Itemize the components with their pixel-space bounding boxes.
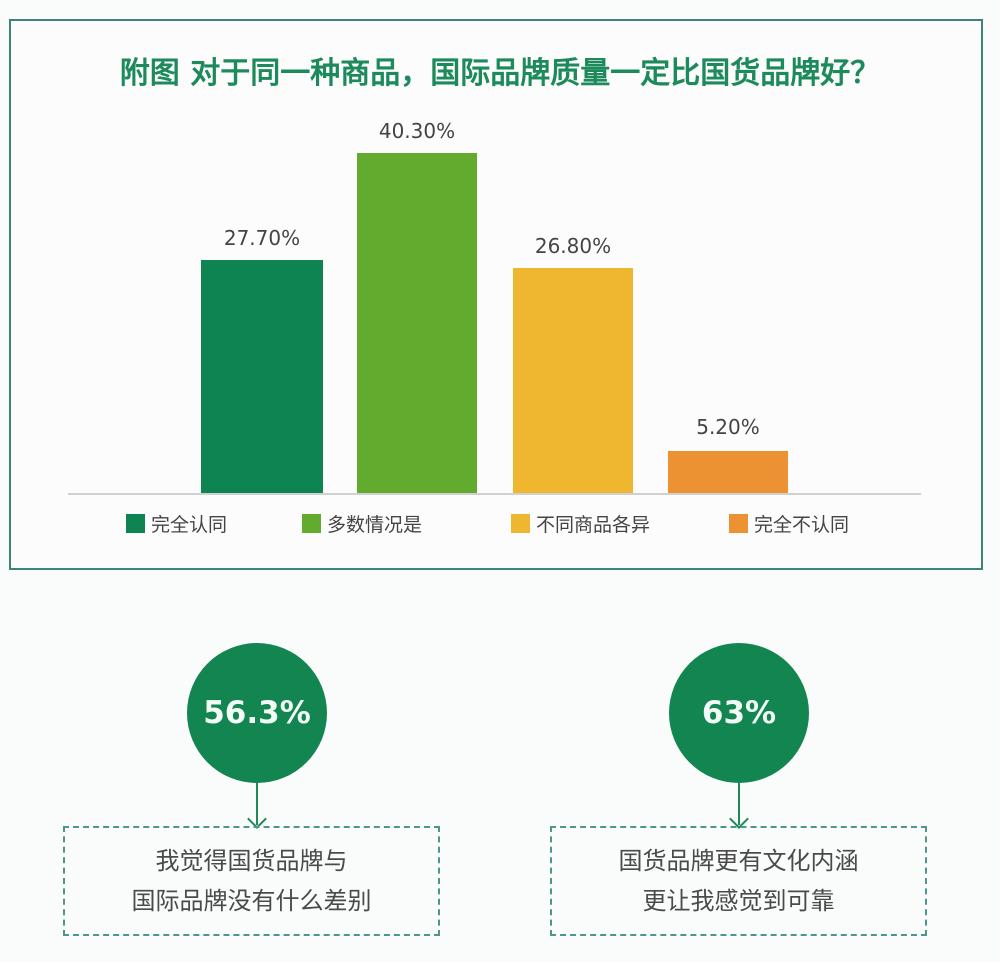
stat-percent: 63%	[701, 695, 777, 731]
legend-label: 完全不认同	[754, 513, 850, 536]
stat-line: 更让我感觉到可靠	[642, 887, 835, 915]
stat-line: 国际品牌没有什么差别	[131, 887, 372, 915]
legend-label: 不同商品各异	[536, 513, 651, 536]
stat-description-box: 国货品牌更有文化内涵 更让我感觉到可靠	[550, 826, 927, 936]
legend-swatch-icon	[126, 513, 145, 533]
legend-label: 完全认同	[151, 513, 228, 536]
stat-circle: 56.3%	[187, 643, 327, 783]
legend-swatch-icon	[729, 513, 748, 533]
stat-line: 我觉得国货品牌与	[155, 847, 348, 875]
legend-item: 不同商品各异	[511, 512, 651, 536]
stat-circle: 63%	[669, 643, 809, 783]
chart-panel	[9, 19, 983, 570]
chart-title: 附图 对于同一种商品，国际品牌质量一定比国货品牌好？	[119, 56, 881, 91]
bar-value-label: 40.30%	[378, 119, 456, 143]
arrow-icon	[738, 783, 740, 825]
bar-fully-disagree	[668, 451, 788, 493]
x-axis	[68, 493, 921, 495]
legend-item: 完全不认同	[729, 512, 850, 536]
legend-label: 多数情况是	[327, 513, 423, 536]
bar-value-label: 26.80%	[534, 234, 612, 258]
legend-item: 多数情况是	[302, 512, 423, 536]
legend-swatch-icon	[302, 513, 321, 533]
bar-value-label: 5.20%	[696, 415, 760, 439]
arrow-icon	[256, 783, 258, 825]
legend-item: 完全认同	[126, 512, 228, 536]
bar-varies	[513, 268, 633, 493]
stat-line: 国货品牌更有文化内涵	[618, 847, 859, 875]
stat-percent: 56.3%	[203, 695, 311, 731]
bar-value-label: 27.70%	[223, 226, 301, 250]
stat-description-box: 我觉得国货品牌与 国际品牌没有什么差别	[63, 826, 440, 936]
bar-fully-agree	[201, 260, 323, 493]
legend-swatch-icon	[511, 513, 530, 533]
bar-mostly	[357, 153, 477, 493]
